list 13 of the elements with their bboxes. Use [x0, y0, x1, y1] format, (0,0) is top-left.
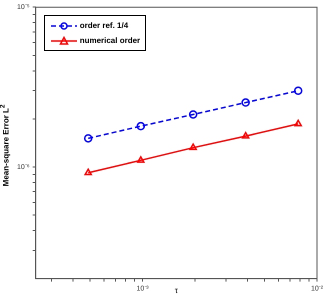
legend-label: numerical order: [80, 36, 140, 46]
point: [188, 110, 198, 119]
x-axis-title: τ: [174, 286, 178, 295]
point: [136, 122, 146, 130]
legend-label: order ref. 1/4: [80, 21, 128, 30]
point: [84, 168, 92, 176]
point: [294, 86, 302, 95]
point: [241, 98, 250, 107]
point: [84, 134, 92, 143]
point: [242, 132, 250, 139]
point: [189, 143, 197, 150]
point: [137, 156, 145, 163]
point: [294, 120, 302, 126]
